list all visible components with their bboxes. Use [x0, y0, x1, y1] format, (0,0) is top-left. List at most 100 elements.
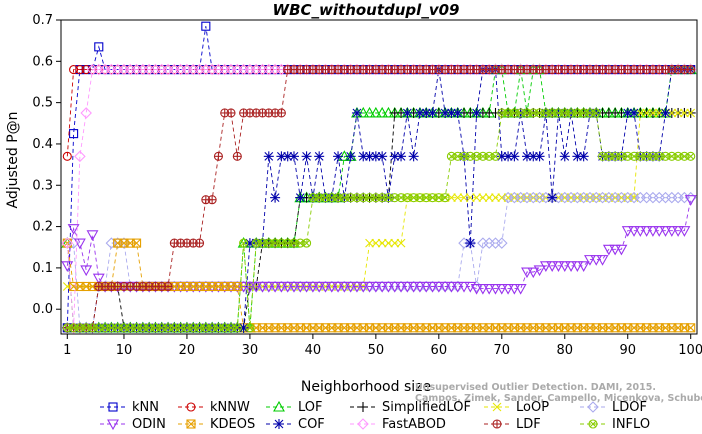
data-point	[270, 65, 280, 75]
data-point	[269, 281, 282, 293]
data-point	[306, 281, 319, 293]
data-point	[213, 323, 223, 333]
data-point	[496, 237, 508, 249]
data-point	[207, 195, 217, 205]
data-point	[401, 281, 414, 293]
data-point	[470, 284, 483, 295]
data-point	[270, 192, 281, 203]
data-point	[665, 226, 678, 237]
legend: kNN kNNW LOF SimplifiedLOF LoOP LDOF ODIN KDEOS…	[100, 400, 650, 432]
data-point	[654, 108, 664, 118]
data-point	[144, 65, 154, 75]
data-point	[283, 238, 293, 248]
legend-marker	[273, 400, 285, 412]
data-point	[80, 107, 92, 119]
data-point	[256, 281, 269, 293]
data-point	[396, 238, 406, 248]
data-point	[281, 281, 294, 293]
data-point	[163, 323, 173, 333]
data-point	[558, 261, 571, 272]
data-point	[409, 193, 419, 203]
x-tick-label: 1	[63, 343, 71, 358]
data-point	[420, 281, 433, 293]
data-point	[446, 151, 456, 161]
data-point	[176, 323, 186, 333]
data-point	[514, 284, 527, 295]
x-tick-label: 50	[368, 343, 385, 358]
data-point	[634, 226, 647, 237]
data-point	[138, 65, 148, 75]
data-point	[686, 151, 696, 161]
data-point	[629, 151, 639, 161]
data-point	[201, 65, 211, 75]
series-inflo	[62, 108, 696, 333]
data-point	[390, 193, 400, 203]
x-tick-label: 30	[242, 343, 259, 358]
data-point	[572, 151, 583, 162]
data-point	[132, 323, 142, 333]
data-point	[535, 108, 545, 118]
data-point	[376, 106, 389, 118]
data-point	[491, 193, 500, 203]
legend-marker	[274, 419, 284, 429]
legend-entry-fastabod: FastABOD	[350, 417, 446, 432]
x-tick-label: 80	[556, 343, 573, 358]
legend-entry-inflo: INFLO	[580, 417, 650, 432]
data-point	[654, 151, 664, 161]
data-point	[327, 193, 337, 203]
series-line	[66, 199, 692, 290]
data-point	[92, 273, 105, 285]
data-point	[527, 267, 540, 279]
data-point	[497, 193, 507, 203]
data-point	[686, 323, 696, 333]
data-point	[623, 151, 633, 161]
data-point	[69, 323, 79, 333]
data-point	[314, 193, 324, 203]
data-point	[388, 281, 401, 293]
data-point	[358, 193, 368, 203]
data-point	[74, 150, 86, 163]
data-point	[571, 261, 584, 272]
data-point	[508, 284, 521, 295]
data-point	[578, 151, 589, 162]
data-point	[75, 65, 85, 75]
data-point	[371, 193, 381, 203]
legend-label: FastABOD	[382, 417, 446, 432]
data-point	[471, 107, 482, 118]
data-point	[295, 192, 306, 203]
data-point	[476, 284, 489, 295]
legend-marker	[186, 402, 196, 412]
watermark-line-2: Campos, Zimek, Sander, Campello, Micenko…	[415, 393, 702, 404]
data-point	[207, 65, 217, 75]
data-point	[553, 108, 564, 118]
series-line	[67, 112, 691, 287]
y-tick-label: 0.7	[32, 13, 53, 28]
data-point	[294, 281, 307, 293]
data-point	[445, 281, 458, 293]
data-point	[232, 281, 242, 292]
data-point	[653, 226, 666, 237]
data-point	[344, 281, 357, 293]
data-point	[541, 108, 551, 118]
data-point	[94, 323, 104, 333]
data-point	[585, 108, 595, 118]
data-point	[539, 261, 552, 272]
data-point	[288, 151, 299, 162]
data-point	[276, 108, 286, 118]
legend-label: LoOP	[516, 400, 549, 415]
data-point	[502, 284, 515, 295]
data-point	[100, 323, 110, 333]
data-point	[275, 281, 288, 293]
data-point	[138, 323, 148, 333]
data-point	[382, 281, 395, 293]
data-point	[472, 193, 481, 203]
data-point	[182, 323, 192, 333]
data-point	[264, 65, 274, 75]
series-line	[66, 242, 691, 329]
data-point	[226, 323, 236, 333]
data-point	[565, 261, 577, 272]
data-point	[660, 107, 671, 118]
data-point	[453, 151, 463, 161]
data-point	[547, 108, 557, 118]
x-axis-label: Neighborhood size	[301, 379, 431, 395]
